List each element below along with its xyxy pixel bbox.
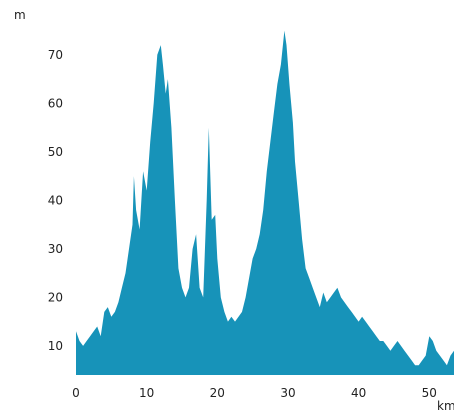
x-tick-label: 30 <box>280 386 295 400</box>
x-axis-unit-label: km <box>437 399 454 411</box>
y-tick-label: 40 <box>48 193 63 207</box>
x-tick-label: 0 <box>72 386 80 400</box>
y-tick-label: 60 <box>48 96 63 110</box>
y-tick-label: 10 <box>48 339 63 353</box>
x-tick-label: 40 <box>351 386 366 400</box>
y-tick-label: 50 <box>48 145 63 159</box>
y-tick-label: 20 <box>48 290 63 304</box>
y-tick-label: 70 <box>48 48 63 62</box>
x-tick-label: 10 <box>139 386 154 400</box>
y-axis-unit-label: m <box>14 8 26 22</box>
x-axis-ticks: 0 10 20 30 40 50 <box>72 386 437 400</box>
y-tick-label: 30 <box>48 242 63 256</box>
x-tick-label: 50 <box>422 386 437 400</box>
x-tick-label: 20 <box>210 386 225 400</box>
y-axis-ticks: 10 20 30 40 50 60 70 <box>48 48 63 353</box>
elevation-area <box>76 30 454 375</box>
